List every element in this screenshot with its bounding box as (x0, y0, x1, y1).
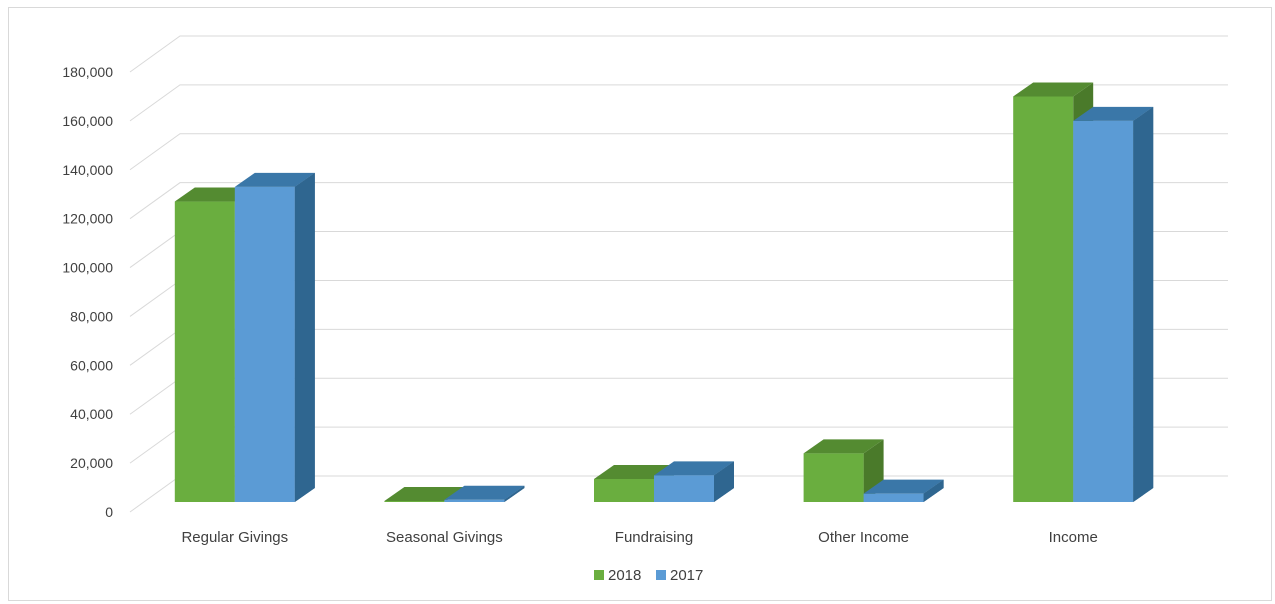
y-tick-label: 0 (105, 504, 113, 520)
bar-side-face (923, 479, 944, 502)
bar-front (174, 201, 235, 503)
y-tick-label: 160,000 (62, 113, 113, 129)
bar-front (1073, 120, 1134, 502)
y-tick-label: 100,000 (62, 260, 113, 276)
category-label: Regular Givings (181, 529, 288, 546)
y-axis-ticks: 0 20,000 40,000 60,000 80,000 100,000 120,000 1… (62, 64, 113, 520)
bar-front (234, 186, 295, 502)
bar-side-face (504, 485, 525, 502)
bar-top-face (803, 439, 884, 454)
bar-front (444, 499, 505, 502)
y-tick-label: 140,000 (62, 162, 113, 178)
y-tick-label: 180,000 (62, 64, 113, 80)
bar-top-face (444, 485, 525, 500)
bars (174, 82, 1154, 503)
bar-top-face (384, 487, 465, 501)
bar-side-face (1133, 106, 1154, 502)
y-tick-label: 60,000 (70, 357, 113, 373)
bar-front (863, 493, 924, 502)
category-label: Income (1049, 529, 1098, 546)
bar-top-face (654, 461, 734, 476)
y-tick-label: 80,000 (70, 308, 113, 324)
x-axis-categories: Regular Givings Seasonal Givings Fundraisi… (181, 529, 1097, 546)
gridline (129, 35, 1228, 73)
bar-side-face (714, 461, 734, 502)
legend-swatch (594, 570, 604, 580)
bar-top-face (863, 479, 944, 494)
bar-front (803, 453, 864, 502)
y-tick-label: 20,000 (70, 455, 113, 471)
legend-label: 2017 (670, 567, 703, 584)
legend-label: 2018 (608, 567, 641, 584)
y-tick-label: 120,000 (62, 211, 113, 227)
bar-top-face (1073, 106, 1154, 121)
bar-front (1013, 96, 1074, 502)
bar-front (654, 475, 714, 502)
legend: 2018 2017 (594, 567, 703, 584)
bar-side-face (294, 172, 315, 502)
gridline (129, 182, 1228, 220)
gridline (129, 84, 1228, 122)
bar-top-face (234, 172, 315, 187)
bar-front (384, 501, 445, 502)
bar-front (594, 479, 654, 502)
category-label: Seasonal Givings (386, 529, 503, 546)
bar-top-face (1013, 82, 1094, 97)
y-tick-label: 40,000 (70, 406, 113, 422)
legend-swatch (656, 570, 666, 580)
gridline (129, 133, 1228, 171)
category-label: Other Income (818, 529, 909, 546)
category-label: Fundraising (615, 529, 693, 546)
